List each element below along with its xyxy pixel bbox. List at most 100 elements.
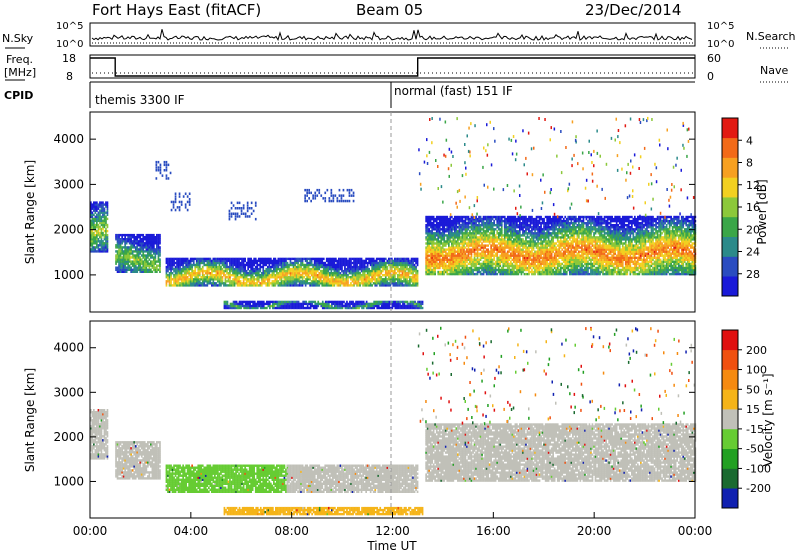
data-cell	[372, 261, 375, 265]
data-cell	[218, 263, 221, 267]
data-cell	[488, 252, 491, 255]
data-cell	[479, 217, 482, 221]
data-cell	[508, 224, 511, 227]
data-cell	[410, 261, 413, 265]
data-cell	[356, 261, 358, 265]
data-cell	[363, 272, 366, 275]
data-cell	[499, 270, 502, 274]
data-cell	[353, 274, 355, 277]
data-cell	[541, 256, 544, 259]
data-cell	[404, 278, 407, 281]
data-cell	[426, 246, 429, 249]
data-cell	[295, 282, 298, 285]
data-cell	[503, 219, 506, 223]
data-cell	[505, 260, 508, 263]
data-cell	[106, 248, 109, 251]
data-cell	[389, 282, 392, 285]
data-cell	[276, 269, 278, 273]
frequency-trace	[90, 57, 695, 77]
data-cell	[410, 278, 413, 281]
data-cell	[241, 261, 243, 265]
data-cell	[505, 252, 508, 255]
data-cell	[306, 267, 308, 271]
data-cell	[363, 278, 366, 281]
data-cell	[96, 244, 98, 247]
data-cell	[124, 250, 126, 253]
data-cell	[244, 265, 246, 269]
data-cell	[435, 238, 438, 241]
data-cell	[145, 254, 148, 257]
data-cell	[472, 242, 474, 245]
data-cell	[505, 262, 508, 266]
data-cell	[351, 274, 354, 277]
data-cell	[490, 236, 492, 239]
data-cell	[171, 284, 174, 287]
data-cell	[194, 265, 197, 269]
data-cell	[511, 242, 514, 245]
data-cell	[429, 226, 432, 229]
data-cell	[94, 248, 97, 251]
data-cell	[263, 272, 266, 275]
data-cell	[221, 259, 224, 263]
data-cell	[506, 217, 509, 221]
data-cell	[451, 232, 453, 235]
data-cell	[103, 248, 106, 251]
data-cell	[493, 240, 495, 243]
data-cell	[519, 264, 521, 268]
data-cell	[121, 250, 123, 253]
data-cell	[99, 233, 101, 237]
data-cell	[478, 236, 480, 239]
data-cell	[508, 238, 511, 241]
data-cell	[540, 266, 542, 270]
data-cell	[154, 260, 157, 263]
data-cell	[470, 264, 473, 268]
data-cell	[195, 257, 198, 261]
data-cell	[505, 217, 508, 221]
data-cell	[413, 259, 416, 263]
data-cell	[106, 229, 109, 233]
data-cell	[537, 248, 539, 251]
data-cell	[201, 257, 204, 261]
data-cell	[360, 261, 363, 265]
data-cell	[124, 270, 126, 273]
data-cell	[174, 272, 177, 275]
data-cell	[292, 282, 295, 285]
data-cell	[150, 248, 152, 251]
data-cell	[394, 267, 396, 271]
data-cell	[336, 280, 339, 283]
data-cell	[434, 248, 436, 251]
data-cell	[171, 263, 174, 267]
data-cell	[529, 254, 532, 257]
data-cell	[250, 263, 252, 267]
data-cell	[173, 278, 175, 281]
data-cell	[513, 258, 515, 261]
data-cell	[223, 263, 225, 267]
data-cell	[186, 261, 189, 265]
data-cell	[183, 284, 186, 287]
data-cell	[502, 250, 505, 253]
data-cell	[541, 236, 544, 239]
data-cell	[151, 240, 154, 243]
data-cell	[490, 272, 492, 276]
data-cell	[458, 242, 461, 245]
data-cell	[547, 230, 550, 233]
data-cell	[467, 215, 470, 219]
data-cell	[347, 282, 349, 285]
data-cell	[514, 240, 517, 243]
data-cell	[351, 276, 354, 279]
data-cell	[448, 222, 450, 225]
data-cell	[438, 242, 441, 245]
data-cell	[461, 250, 464, 253]
data-cell	[241, 269, 243, 273]
data-cell	[147, 246, 149, 249]
data-cell	[122, 240, 125, 243]
data-cell	[105, 223, 107, 227]
data-cell	[188, 269, 190, 273]
data-cell	[469, 234, 471, 237]
data-cell	[491, 268, 494, 272]
data-cell	[478, 260, 480, 263]
data-cell	[267, 272, 269, 275]
data-cell	[503, 238, 506, 241]
data-cell	[452, 266, 455, 270]
data-cell	[537, 222, 539, 225]
